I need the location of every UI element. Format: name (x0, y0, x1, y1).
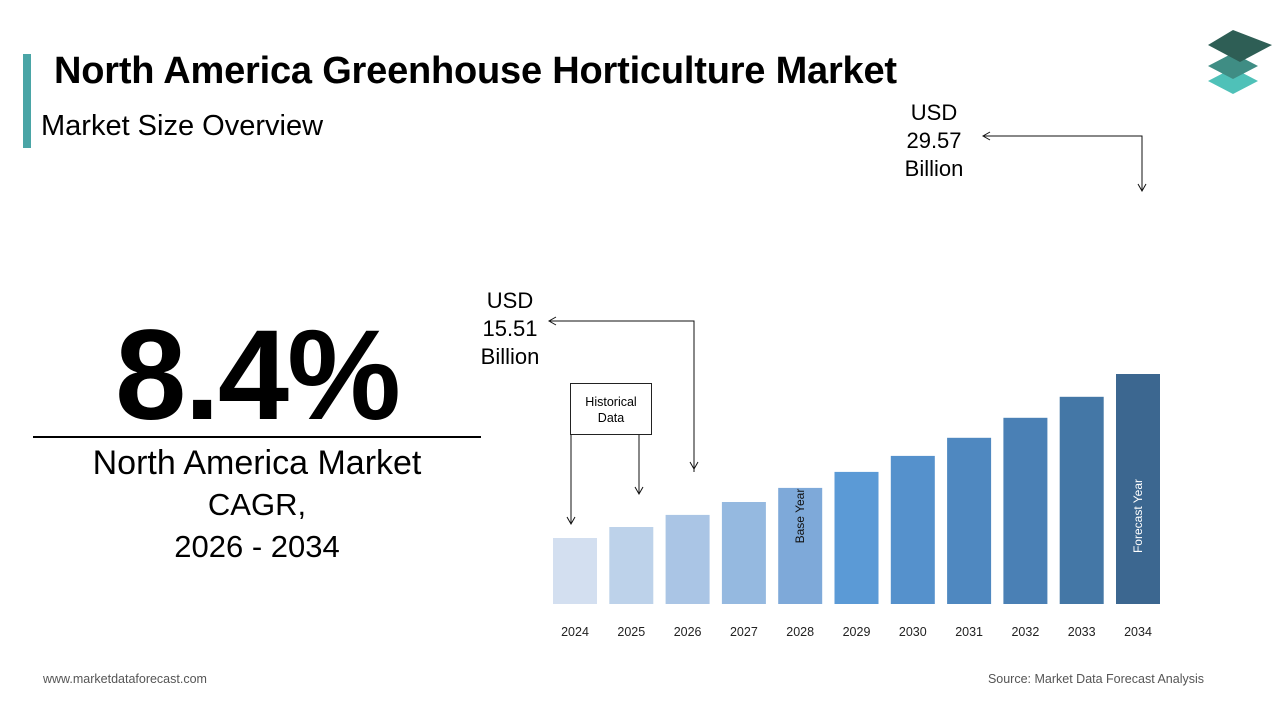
end-value-amount: 29.57 (906, 128, 962, 153)
cagr-divider (33, 436, 481, 438)
cagr-label-period: 2026 - 2034 (174, 529, 340, 564)
bar-group (553, 374, 1160, 604)
start-arrowhead (547, 316, 557, 326)
bar-annotations: Base Year Forecast Year (793, 479, 1145, 553)
x-tick-labels: 2024 2025 2026 2027 2028 2029 2030 2031 2032 2033… (561, 625, 1152, 639)
page-subtitle: Market Size Overview (41, 110, 324, 142)
start-value-unit: Billion (480, 344, 540, 369)
bar-2034 (1116, 374, 1160, 604)
callout-arrows (547, 131, 1147, 526)
end-down-arrowhead (1137, 183, 1147, 193)
website-link[interactable]: www.marketdataforecast.com (43, 672, 207, 686)
cagr-label-metric: CAGR, (207, 487, 307, 522)
bar-2031 (947, 437, 992, 604)
x-tick-label-2032: 2032 (1011, 625, 1039, 639)
cagr-label-region: North America Market (92, 444, 422, 482)
end-value-unit: Billion (904, 156, 964, 181)
end-arrowhead (981, 131, 991, 141)
historical-arrowhead-2024 (566, 516, 576, 526)
bar-2028 (778, 487, 823, 604)
logo-layer-middle (1208, 53, 1258, 79)
cagr-label: North America Market CAGR, 2026 - 2034 (33, 442, 481, 568)
x-tick-label-2028: 2028 (786, 625, 814, 639)
page-title: North America Greenhouse Horticulture Ma… (54, 50, 897, 92)
historical-arrowhead-2026 (689, 461, 699, 471)
x-tick-label-2031: 2031 (955, 625, 983, 639)
bar-annotation-2034: Forecast Year (1131, 479, 1145, 553)
end-value-callout: USD 29.57 Billion (898, 99, 970, 183)
bar-2026 (665, 514, 710, 604)
source-note: Source: Market Data Forecast Analysis (987, 672, 1204, 686)
title-accent-bar (23, 54, 31, 148)
x-tick-label-2027: 2027 (730, 625, 758, 639)
bar-annotation-2028: Base Year (793, 489, 807, 544)
start-value-amount: 15.51 (482, 316, 538, 341)
x-tick-label-2024: 2024 (561, 625, 589, 639)
bar-2033 (1059, 396, 1104, 604)
historical-label-line1: Historical (585, 395, 637, 409)
start-value-callout: USD 15.51 Billion (476, 287, 544, 371)
stacked-layers-icon (1208, 30, 1272, 94)
x-tick-label-2029: 2029 (843, 625, 871, 639)
logo-layer-bottom (1208, 68, 1258, 94)
start-value-currency: USD (486, 288, 534, 313)
bar-2027 (721, 502, 766, 604)
historical-data-label: Historical Data (570, 383, 652, 435)
x-tick-label-2025: 2025 (617, 625, 645, 639)
end-value-arrow (984, 135, 1143, 190)
bar-2030 (890, 455, 935, 604)
x-tick-label-2026: 2026 (674, 625, 702, 639)
bar-2025 (609, 527, 654, 604)
historical-arrowhead-2025 (634, 486, 644, 496)
bar-2029 (834, 471, 879, 604)
x-tick-label-2034: 2034 (1124, 625, 1152, 639)
cagr-value: 8.4% (115, 304, 401, 447)
bar-2032 (1003, 417, 1048, 604)
logo-layer-top (1208, 30, 1272, 62)
x-tick-label-2033: 2033 (1068, 625, 1096, 639)
bar-2024 (553, 538, 597, 604)
x-tick-label-2030: 2030 (899, 625, 927, 639)
historical-label-line2: Data (597, 411, 625, 425)
end-value-currency: USD (910, 100, 958, 125)
start-value-arrow (550, 320, 695, 472)
